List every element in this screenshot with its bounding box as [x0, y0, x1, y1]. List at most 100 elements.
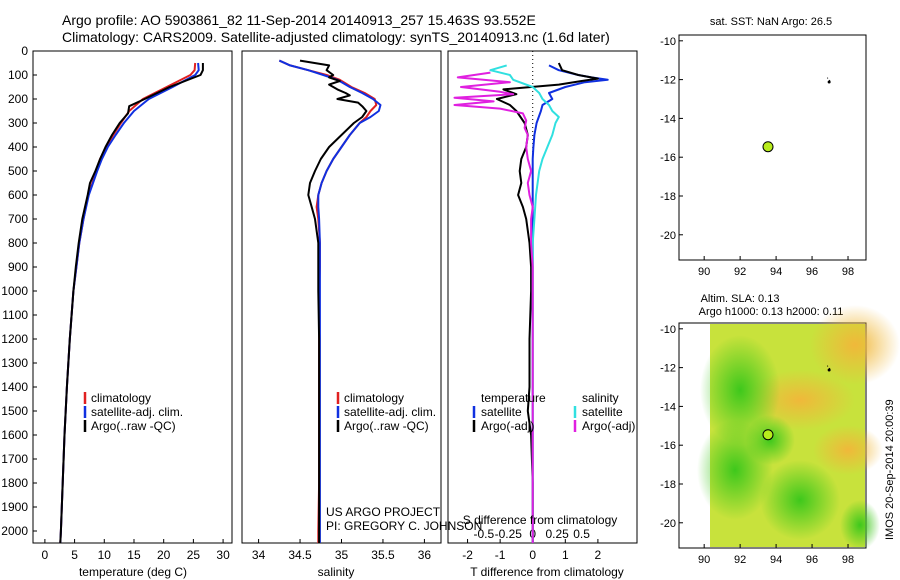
figure-title-line2: Climatology: CARS2009. Satellite-adjuste… — [62, 29, 610, 45]
sla-high-patch — [813, 425, 883, 475]
sla-low-patch — [840, 500, 880, 550]
temperature-series — [59, 62, 204, 543]
credit-pi: PI: GREGORY C. JOHNSON — [326, 519, 482, 533]
depth-tick-label: 2000 — [1, 524, 28, 538]
map-x-tick-label: 94 — [770, 266, 782, 278]
temperature-legend: climatology satellite-adj. clim. Argo(..… — [83, 391, 183, 433]
depth-tick-label: 800 — [8, 236, 28, 250]
salinity-x-tick-label: 35 — [335, 548, 349, 562]
legend-label-argo: Argo(..raw -QC) — [344, 419, 429, 433]
depth-axis: 0 100 200 300 400 500 600 700 800 900 1000 1100 1200… — [1, 44, 37, 538]
depth-tick-label: 1000 — [1, 284, 28, 298]
sal-satellite-diff-line — [489, 64, 560, 543]
legend-label-satellite: satellite-adj. clim. — [91, 405, 183, 419]
map-y-tick-label: -10 — [660, 36, 676, 48]
temperature-x-label: temperature (deg C) — [79, 565, 187, 579]
legend-label-temp-satellite: satellite — [481, 405, 522, 419]
temperature-axes — [32, 50, 233, 544]
legend-label-climatology: climatology — [344, 391, 404, 405]
legend-label-satellite: satellite-adj. clim. — [344, 405, 436, 419]
difference-axes — [447, 50, 638, 544]
map-y-tick-label: -14 — [660, 113, 676, 125]
depth-tick-label: 600 — [8, 188, 28, 202]
difference-x-tick-label: 2 — [595, 548, 602, 562]
sla-high-patch — [810, 305, 900, 385]
depth-tick-label: 200 — [8, 92, 28, 106]
difference-x-tick-label: 0 — [529, 548, 536, 562]
map-x-tick-label: 90 — [698, 266, 710, 278]
depth-tick-label: 0 — [21, 44, 28, 58]
map-x-tick-label: 90 — [698, 554, 710, 566]
map-y-tick-label: -10 — [660, 324, 676, 336]
depth-tick-label: 1400 — [1, 380, 28, 394]
map-y-tick-label: -16 — [660, 440, 676, 452]
sla-map-marks — [762, 365, 831, 441]
sla-map-title-line2: Argo h1000: 0.13 h2000: 0.11 — [699, 306, 844, 318]
figure-title-line1: Argo profile: AO 5903861_82 11-Sep-2014 … — [62, 12, 536, 28]
legend-title-temperature: temperature — [481, 391, 546, 405]
legend-label-argo: Argo(..raw -QC) — [91, 419, 176, 433]
salinity-x-tick-label: 35.5 — [371, 548, 395, 562]
map-x-tick-label: 92 — [734, 266, 746, 278]
depth-tick-label: 1300 — [1, 356, 28, 370]
difference-top-label: S difference from climatology — [463, 513, 618, 527]
map-y-tick-label: -18 — [660, 191, 676, 203]
salinity-difference-tick-label: 0.5 — [573, 527, 590, 541]
difference-x-tick-label: -2 — [462, 548, 473, 562]
argo-track-end — [827, 80, 831, 84]
depth-tick-label: 500 — [8, 164, 28, 178]
difference-x-tick-label: 1 — [562, 548, 569, 562]
satellite-clim-line — [278, 59, 382, 543]
salinity-x-label: salinity — [318, 565, 355, 579]
map-x-tick-label: 96 — [806, 266, 818, 278]
map-x-tick-label: 98 — [842, 554, 854, 566]
sla-map-title-line1: Altim. SLA: 0.13 — [701, 293, 780, 305]
depth-tick-label: 1600 — [1, 428, 28, 442]
depth-tick-label: 700 — [8, 212, 28, 226]
salinity-legend: climatology satellite-adj. clim. Argo(..… — [326, 391, 482, 533]
argo-line — [59, 63, 204, 543]
legend-label-sal-argo: Argo(-adj) — [582, 419, 635, 433]
depth-tick-label: 100 — [8, 68, 28, 82]
salinity-x-tick-label: 34.5 — [288, 548, 312, 562]
temperature-x-tick-label: 0 — [42, 548, 49, 562]
depth-tick-label: 900 — [8, 260, 28, 274]
salinity-axes — [241, 50, 442, 544]
satellite-clim-line — [59, 62, 200, 543]
map-x-tick-label: 92 — [734, 554, 746, 566]
temperature-x-tick-label: 15 — [127, 548, 141, 562]
temp-argo-diff-line — [495, 62, 599, 543]
map-y-tick-label: -18 — [660, 479, 676, 491]
sst-map-marks — [762, 77, 831, 153]
depth-tick-label: 1700 — [1, 452, 28, 466]
sal-argo-diff-line — [453, 71, 534, 543]
depth-tick-label: 1800 — [1, 476, 28, 490]
legend-label-sal-satellite: satellite — [582, 405, 623, 419]
temp-satellite-diff-line — [531, 64, 609, 543]
argo-line — [299, 59, 368, 543]
difference-x-tick-label: -1 — [495, 548, 506, 562]
legend-title-salinity: salinity — [582, 391, 619, 405]
salinity-x-axis: 34 34.5 35 35.5 36 — [252, 539, 432, 562]
temperature-x-tick-label: 20 — [157, 548, 171, 562]
depth-tick-label: 1100 — [2, 308, 28, 322]
legend-label-climatology: climatology — [91, 391, 151, 405]
temperature-x-axis: 0 5 10 15 20 25 30 — [42, 539, 230, 562]
map-x-tick-label: 96 — [806, 554, 818, 566]
depth-tick-label: 1900 — [1, 500, 28, 514]
climatology-line — [278, 59, 378, 543]
difference-series — [453, 62, 609, 543]
difference-x-label: T difference from climatology — [470, 565, 624, 579]
map-y-tick-label: -20 — [660, 230, 676, 242]
map-y-tick-label: -12 — [660, 75, 676, 87]
depth-tick-label: 300 — [8, 116, 28, 130]
map-y-tick-label: -20 — [660, 518, 676, 530]
depth-tick-label: 1200 — [1, 332, 28, 346]
argo-position-marker — [762, 141, 774, 153]
sla-low-patch — [745, 415, 795, 465]
salinity-x-tick-label: 36 — [418, 548, 432, 562]
map-x-tick-label: 98 — [842, 266, 854, 278]
sst-map-ticks: 90 92 94 96 98 -10 -12 -14 -16 -18 -20 — [660, 36, 854, 278]
credit-project: US ARGO PROJECT — [326, 505, 441, 519]
